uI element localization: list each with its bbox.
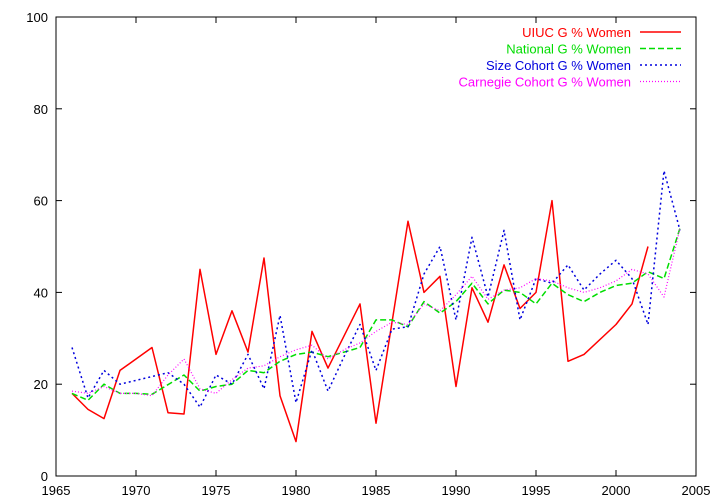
- y-axis: 0 20 40 60 80 100: [26, 10, 696, 484]
- legend-label: National G % Women: [506, 42, 631, 57]
- x-tick-label: 1985: [362, 483, 391, 498]
- x-tick-label: 2005: [682, 483, 711, 498]
- y-tick-label: 60: [34, 194, 48, 209]
- x-tick-label: 1970: [122, 483, 151, 498]
- series-line-4: [71, 227, 681, 397]
- y-tick-label: 0: [41, 469, 48, 484]
- series-line-3: [71, 170, 681, 408]
- x-tick-label: 1980: [282, 483, 311, 498]
- legend-label: Size Cohort G % Women: [486, 58, 631, 73]
- legend-label: Carnegie Cohort G % Women: [459, 75, 631, 90]
- x-tick-label: 1965: [42, 483, 71, 498]
- y-tick-label: 80: [34, 102, 48, 117]
- x-tick-label: 1990: [442, 483, 471, 498]
- y-tick-label: 20: [34, 377, 48, 392]
- x-axis: 1965 1970 1975 1980 1985 1990 1995 2000 2005: [42, 17, 711, 498]
- y-tick-label: 100: [26, 10, 48, 25]
- x-tick-label: 1995: [522, 483, 551, 498]
- legend-label: UIUC G % Women: [522, 25, 631, 40]
- series-line-2: [71, 227, 681, 402]
- x-tick-label: 2000: [602, 483, 631, 498]
- series-layer: [71, 170, 681, 443]
- y-tick-label: 40: [34, 285, 48, 300]
- x-tick-label: 1975: [202, 483, 231, 498]
- series-line-1: [71, 199, 649, 443]
